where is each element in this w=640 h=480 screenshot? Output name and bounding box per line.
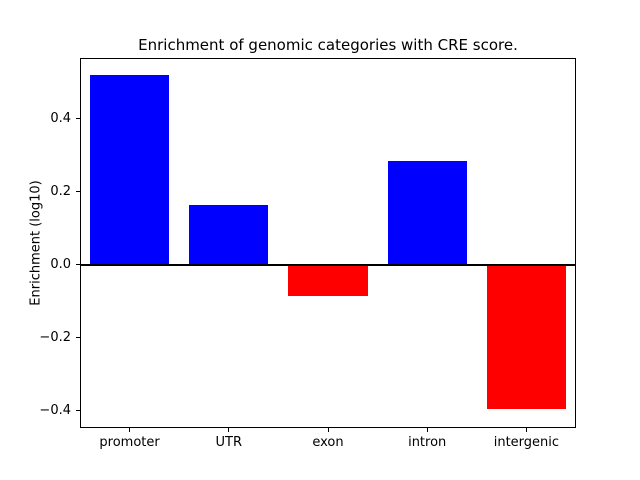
bar-utr: [189, 204, 269, 265]
x-tick-mark: [129, 428, 131, 432]
x-tick-mark: [228, 428, 230, 432]
bar-intergenic: [486, 264, 567, 410]
y-tick-label: 0.2: [50, 183, 71, 199]
bar-promoter: [89, 75, 170, 265]
y-tick-mark: [76, 410, 80, 412]
x-tick-label: UTR: [215, 435, 243, 450]
y-tick-label: 0.4: [50, 110, 71, 126]
bar-intron: [387, 160, 467, 265]
x-tick-mark: [525, 428, 527, 432]
y-tick-mark: [76, 337, 80, 339]
zero-baseline: [80, 263, 576, 266]
y-tick-mark: [76, 118, 80, 120]
x-tick-label: intergenic: [493, 435, 560, 450]
bar-exon: [288, 264, 368, 296]
chart-title: Enrichment of genomic categories with CR…: [138, 36, 518, 54]
x-tick-label: intron: [408, 435, 447, 450]
y-tick-label: 0.0: [50, 256, 71, 272]
x-tick-label: promoter: [99, 435, 160, 450]
x-tick-mark: [327, 428, 329, 432]
y-tick-mark: [76, 191, 80, 193]
y-tick-label: −0.4: [39, 402, 71, 418]
x-tick-mark: [426, 428, 428, 432]
y-tick-mark: [76, 264, 80, 266]
x-tick-label: exon: [312, 435, 344, 450]
y-tick-label: −0.2: [39, 329, 71, 345]
